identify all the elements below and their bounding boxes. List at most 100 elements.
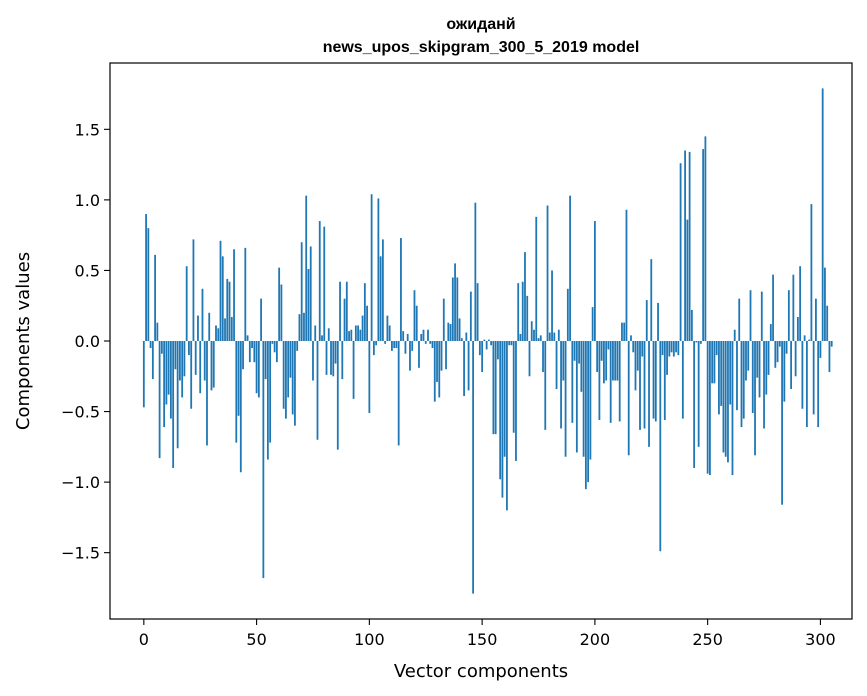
x-axis-label: Vector components <box>394 661 568 682</box>
bar <box>600 341 603 361</box>
bar <box>799 266 802 341</box>
bar <box>787 290 790 341</box>
bar <box>783 341 786 402</box>
y-tick-label: 0.5 <box>75 261 100 280</box>
bar <box>535 216 538 341</box>
bar <box>181 341 184 398</box>
bar <box>785 341 788 354</box>
bar <box>607 341 610 350</box>
bar <box>391 341 393 351</box>
bar <box>487 339 490 341</box>
bar <box>228 281 231 341</box>
bar <box>557 329 560 341</box>
bar <box>372 341 375 356</box>
y-tick-label: −0.5 <box>61 403 100 422</box>
bar <box>724 341 727 457</box>
y-tick-label: 0.0 <box>75 332 100 351</box>
bar <box>792 274 795 341</box>
bar <box>158 341 161 459</box>
bar <box>246 335 249 341</box>
bar <box>772 274 774 341</box>
bar <box>485 341 488 350</box>
bar <box>354 325 357 341</box>
bar <box>544 341 547 430</box>
bar <box>756 341 759 378</box>
bar <box>733 329 736 341</box>
bar <box>212 341 215 388</box>
bar <box>366 305 368 341</box>
bar <box>625 209 628 341</box>
bar <box>334 341 337 364</box>
bar <box>598 341 601 421</box>
bar <box>278 267 281 341</box>
bar <box>524 252 526 341</box>
bar <box>612 341 614 381</box>
bar <box>769 324 772 341</box>
bar <box>230 317 233 341</box>
bar <box>621 322 623 341</box>
bar <box>605 341 608 381</box>
bar <box>609 341 612 423</box>
bar <box>697 341 700 447</box>
bar <box>163 341 166 428</box>
bar <box>562 341 565 381</box>
bar <box>512 341 515 433</box>
bar <box>309 246 312 341</box>
bar <box>404 341 407 354</box>
bar <box>828 341 831 373</box>
bar <box>821 88 824 342</box>
bar <box>763 341 765 429</box>
bar <box>273 341 276 353</box>
bar <box>566 288 569 341</box>
bar <box>709 341 711 476</box>
bar <box>618 341 621 422</box>
bar <box>641 341 644 357</box>
bar <box>661 341 664 356</box>
bar <box>826 305 829 341</box>
bar <box>681 341 684 419</box>
bar <box>275 341 278 363</box>
bar <box>810 204 813 341</box>
bar <box>235 341 238 443</box>
bar <box>287 341 290 398</box>
bar <box>555 341 558 389</box>
bar <box>183 341 186 377</box>
bar <box>573 341 576 361</box>
bar <box>715 341 718 356</box>
bar <box>551 270 553 341</box>
bar <box>695 341 698 343</box>
bar <box>264 341 267 380</box>
bar <box>478 341 481 356</box>
bar <box>463 341 465 397</box>
x-tick-label: 0 <box>139 630 149 649</box>
bar <box>248 341 251 363</box>
bar <box>751 341 754 413</box>
bar <box>616 341 619 381</box>
bar <box>172 341 175 469</box>
bar <box>420 333 423 341</box>
bar <box>469 291 472 341</box>
bar <box>467 341 470 391</box>
bar <box>357 325 359 341</box>
bar <box>361 315 364 341</box>
bar <box>776 341 779 363</box>
bar <box>451 277 454 341</box>
bar <box>499 341 502 480</box>
bar <box>528 341 531 377</box>
bar <box>343 298 346 341</box>
bar <box>634 341 637 391</box>
bar <box>458 318 461 341</box>
bar <box>289 341 292 378</box>
bar <box>476 283 479 341</box>
bar <box>643 341 646 429</box>
bar <box>400 237 402 341</box>
bar <box>199 341 202 394</box>
bar <box>749 290 752 341</box>
bar <box>167 341 170 395</box>
bar <box>179 341 181 381</box>
bar <box>546 205 549 341</box>
bar <box>654 341 657 422</box>
bar <box>418 341 420 368</box>
bar <box>720 341 723 406</box>
bar <box>718 341 720 415</box>
